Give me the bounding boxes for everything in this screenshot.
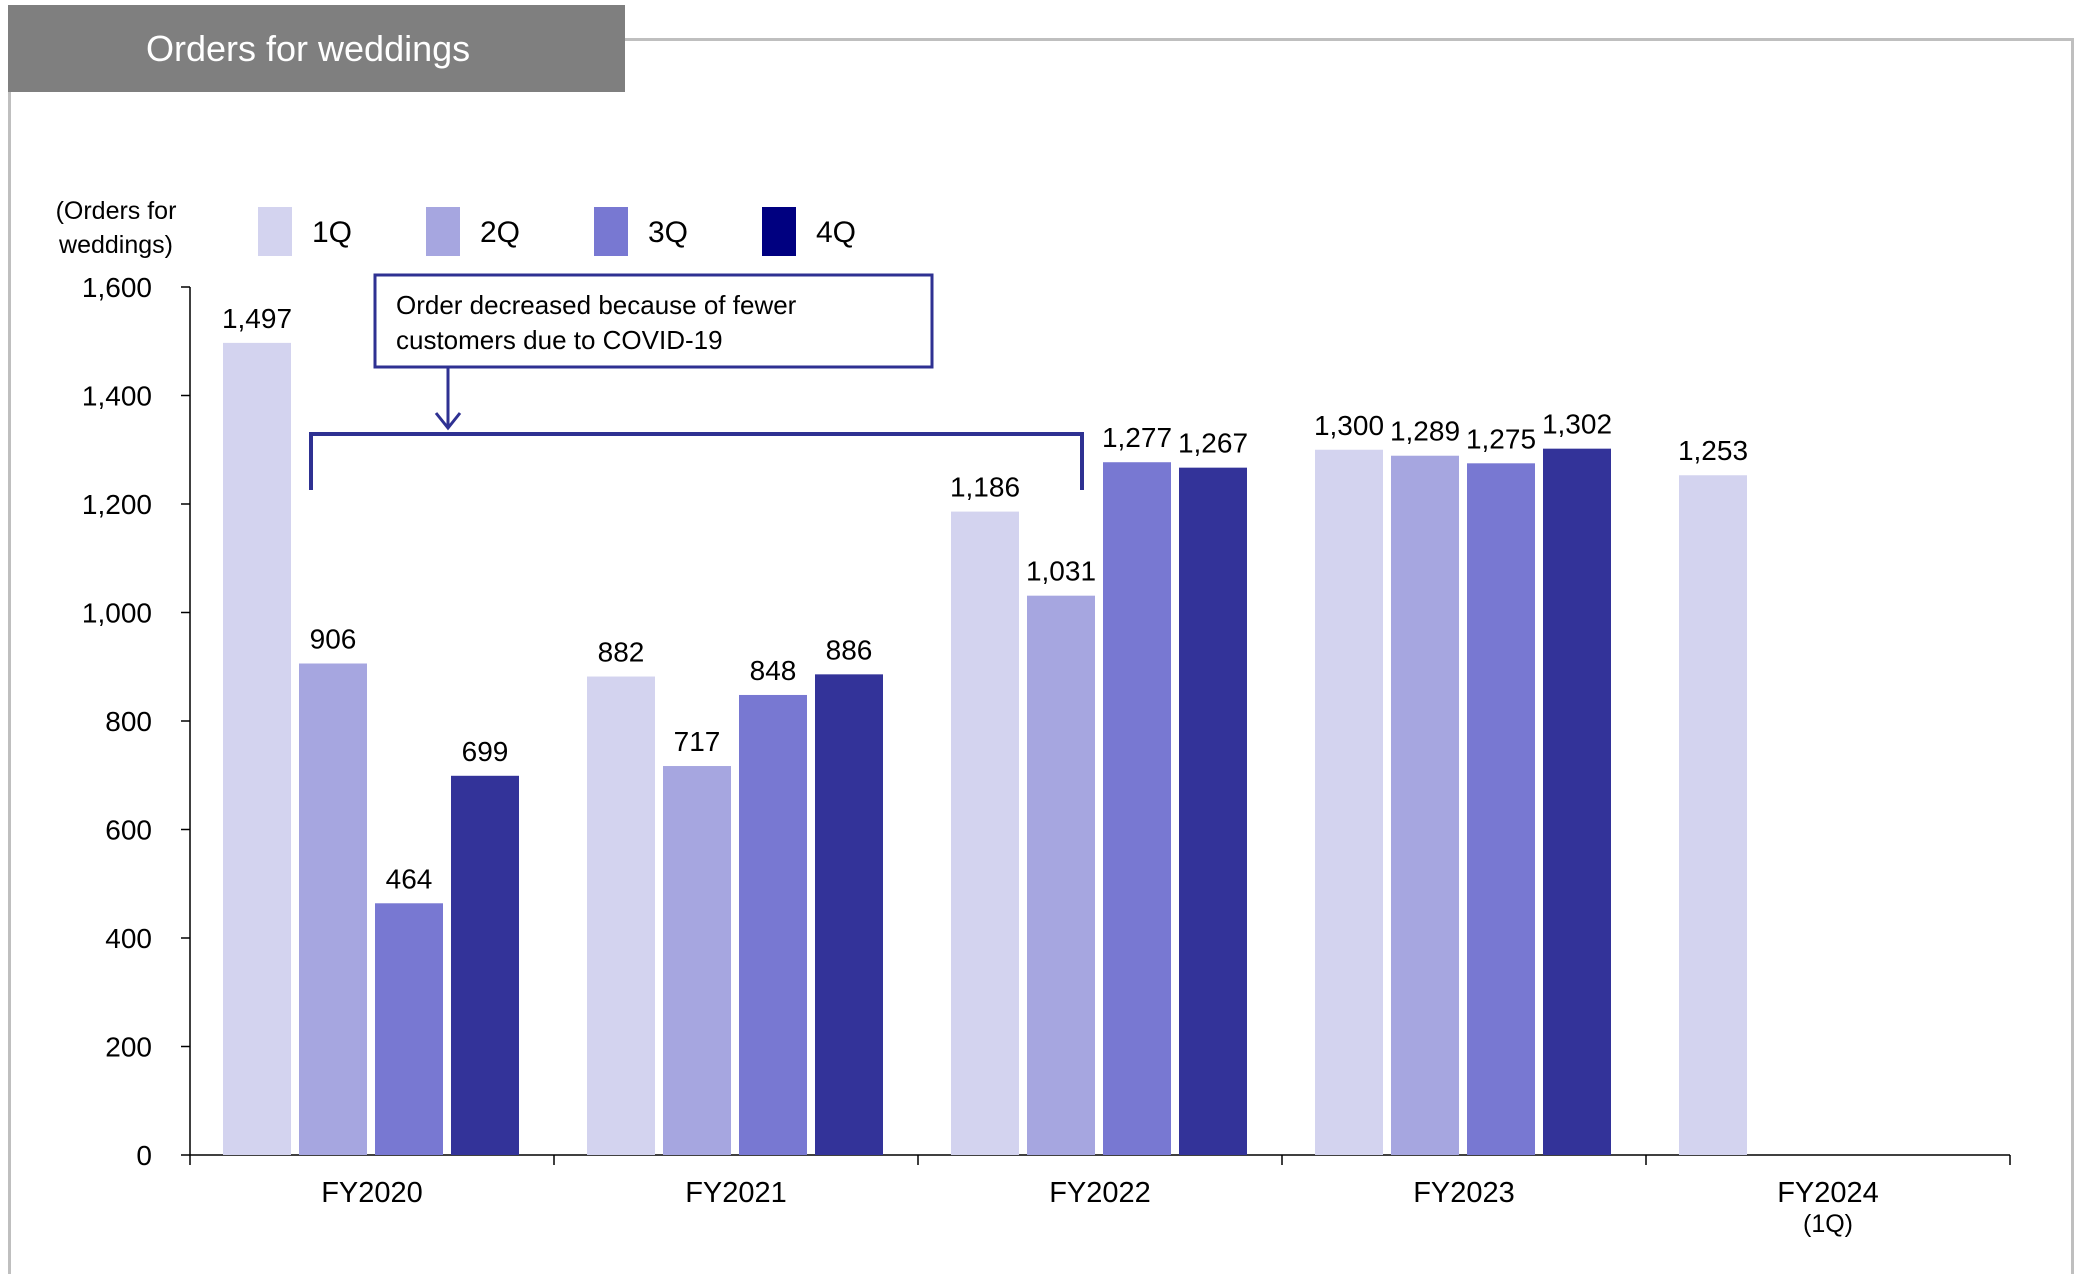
bar-1q-fy2023 xyxy=(1315,449,1383,1155)
panel-title: Orders for weddings xyxy=(8,5,625,92)
annotation-text: Order decreased because of fewer xyxy=(396,290,797,320)
annotation-text: customers due to COVID-19 xyxy=(396,325,723,355)
data-label: 699 xyxy=(462,736,509,767)
y-tick-label: 0 xyxy=(136,1140,152,1171)
bar-4q-fy2020 xyxy=(451,775,519,1155)
data-label: 1,186 xyxy=(950,472,1020,503)
data-label: 1,302 xyxy=(1542,409,1612,440)
y-tick-label: 1,200 xyxy=(82,489,152,520)
x-tick-sublabel: (1Q) xyxy=(1803,1210,1853,1238)
legend-label-4q: 4Q xyxy=(816,216,856,249)
data-label: 1,031 xyxy=(1026,556,1096,587)
y-tick-label: 800 xyxy=(105,706,152,737)
data-label: 1,289 xyxy=(1390,416,1460,447)
y-tick-label: 1,000 xyxy=(82,598,152,629)
legend-label-3q: 3Q xyxy=(648,216,688,249)
bar-3q-fy2022 xyxy=(1103,462,1171,1155)
bar-1q-fy2024 xyxy=(1679,475,1747,1155)
bar-3q-fy2021 xyxy=(739,694,807,1155)
y-tick-label: 1,600 xyxy=(82,272,152,303)
legend-swatch-1q xyxy=(258,207,292,256)
data-label: 882 xyxy=(598,637,645,668)
legend-label-1q: 1Q xyxy=(312,216,352,249)
bar-1q-fy2020 xyxy=(223,342,291,1155)
x-tick-label: FY2021 xyxy=(685,1177,787,1209)
legend-label-2q: 2Q xyxy=(480,216,520,249)
y-tick-label: 400 xyxy=(105,923,152,954)
bar-4q-fy2021 xyxy=(815,674,883,1155)
bar-3q-fy2020 xyxy=(375,903,443,1155)
bar-2q-fy2023 xyxy=(1391,455,1459,1155)
y-tick-label: 1,400 xyxy=(82,381,152,412)
data-label: 886 xyxy=(826,634,873,665)
bar-4q-fy2022 xyxy=(1179,467,1247,1156)
data-label: 1,275 xyxy=(1466,423,1536,454)
bar-4q-fy2023 xyxy=(1543,448,1611,1155)
legend-swatch-4q xyxy=(762,207,796,256)
x-tick-label: FY2023 xyxy=(1413,1177,1515,1209)
data-label: 848 xyxy=(750,655,797,686)
annotation-bracket xyxy=(309,432,1084,490)
bar-3q-fy2023 xyxy=(1467,463,1535,1155)
y-axis-title: (Orders for xyxy=(56,197,177,225)
y-tick-label: 200 xyxy=(105,1032,152,1063)
legend-swatch-2q xyxy=(426,207,460,256)
y-tick-label: 600 xyxy=(105,815,152,846)
bar-1q-fy2021 xyxy=(587,676,655,1155)
bar-1q-fy2022 xyxy=(951,511,1019,1156)
x-tick-label: FY2022 xyxy=(1049,1177,1151,1209)
annotation-arrow-head xyxy=(434,412,462,431)
x-tick-label: FY2024 xyxy=(1777,1177,1879,1209)
bar-2q-fy2020 xyxy=(299,663,367,1155)
bar-2q-fy2022 xyxy=(1027,595,1095,1155)
y-axis-title: weddings) xyxy=(58,231,173,259)
data-label: 906 xyxy=(310,623,357,654)
data-label: 1,267 xyxy=(1178,428,1248,459)
data-label: 1,277 xyxy=(1102,422,1172,453)
data-label: 717 xyxy=(674,726,721,757)
bar-2q-fy2021 xyxy=(663,766,731,1155)
legend-swatch-3q xyxy=(594,207,628,256)
data-label: 1,497 xyxy=(222,303,292,334)
annotation-box xyxy=(373,273,934,369)
data-label: 464 xyxy=(386,863,433,894)
data-label: 1,253 xyxy=(1678,435,1748,466)
x-tick-label: FY2020 xyxy=(321,1177,423,1209)
data-label: 1,300 xyxy=(1314,410,1384,441)
